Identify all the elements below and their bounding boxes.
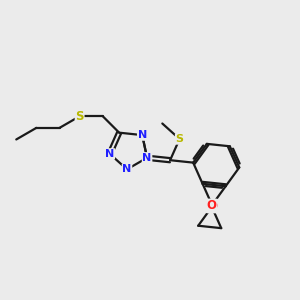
Text: N: N — [105, 149, 114, 159]
Text: S: S — [176, 134, 184, 144]
Text: S: S — [75, 110, 84, 123]
Text: N: N — [138, 130, 147, 140]
Text: N: N — [142, 153, 152, 163]
Text: O: O — [208, 200, 218, 212]
Text: O: O — [206, 200, 216, 212]
Text: N: N — [122, 164, 132, 174]
